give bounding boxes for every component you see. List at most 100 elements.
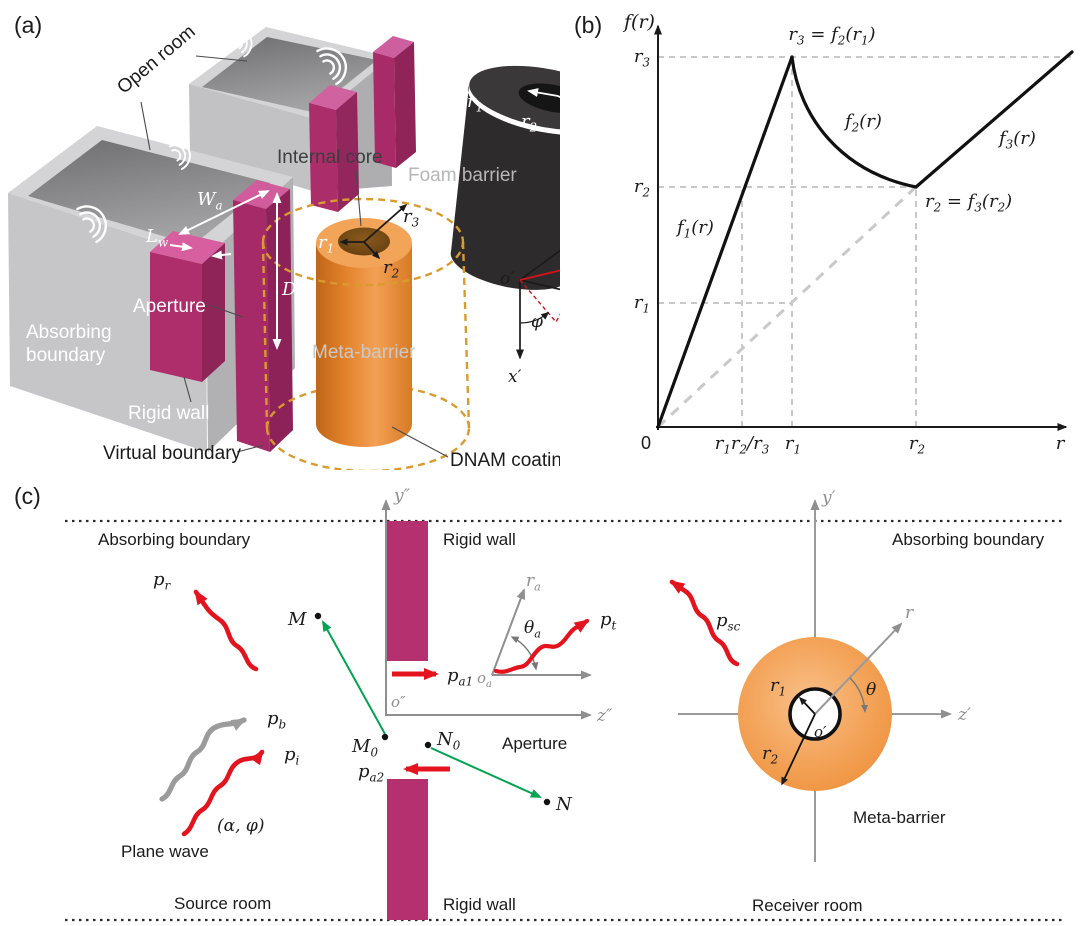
dnam-coating-label: DNAM coating (450, 450, 560, 470)
point-M-label: M (287, 609, 307, 630)
p-a1-label: pa1 (447, 665, 473, 689)
ytick-r1: r1 (634, 292, 650, 316)
f-curve (656, 50, 1074, 429)
aperture-coordinate-system (381, 499, 592, 720)
y-doubleprime-label: y″ (393, 486, 411, 506)
Oa-origin-label: oa (477, 669, 492, 690)
aperture-local-frame (491, 588, 592, 680)
dashed-guides (658, 56, 1074, 427)
n0-to-n-arrow (430, 747, 542, 798)
dim-lw-label: Lw (145, 226, 168, 250)
ra-axis-label: ra (526, 571, 541, 594)
junction-annotation: r2 = f3(r2) (925, 191, 1012, 215)
source-room-label: Source room (174, 894, 271, 913)
rigid-wall-top-label: Rigid wall (443, 530, 516, 549)
meta-barrier-label: Meta-barrier (312, 342, 416, 363)
aperture-label: Aperture (133, 296, 206, 317)
virtual-boundary-label: Virtual boundary (103, 443, 242, 464)
f2-label: f2(r) (843, 111, 882, 135)
leader-lines-a (140, 55, 449, 458)
foam-radii-arrows (527, 88, 560, 99)
virtual-boundary-front (261, 241, 471, 470)
m0-to-m-arrow (322, 620, 386, 735)
theta-label-c: θ (866, 680, 876, 700)
panel-c-tag: (c) (14, 483, 41, 509)
coordinate-frame-a (516, 249, 560, 360)
identity-line (656, 184, 919, 429)
absorbing-boundary-right-label: Absorbing boundary (892, 530, 1045, 549)
p-t-wave-arrow (493, 618, 590, 674)
x-prime-axis-label: x′ (508, 367, 522, 387)
aperture-label-c: Aperture (502, 734, 567, 753)
point-N0-label: N0 (436, 729, 461, 753)
o-prime-label-c: o′ (814, 723, 827, 741)
dim-wa-arrow (178, 190, 270, 235)
front-rigid-wall-slabs (150, 180, 293, 452)
y-prime-label-c: y′ (821, 488, 836, 508)
point-M (314, 612, 322, 620)
z-prime-label-c: z′ (957, 705, 971, 725)
rigid-wall-bottom-label: Rigid wall (443, 895, 516, 914)
panel-b-tag: (b) (574, 12, 602, 38)
p-i-label: pi (284, 744, 300, 768)
r-vector (519, 269, 560, 281)
theta-angle-arc (849, 677, 869, 713)
meta-barrier-label-c: Meta-barrier (853, 808, 946, 827)
dim-lw-arrow-right (211, 250, 232, 260)
axes-b (654, 24, 1068, 431)
point-N (543, 798, 551, 806)
p-a2-label: pa2 (358, 761, 384, 785)
theta-a-angle-arc (510, 636, 539, 671)
point-M0-label: M0 (351, 736, 378, 760)
rigid-wall-top-rect (387, 521, 428, 661)
phi-angle-arc (519, 311, 550, 324)
meta-r3-label: r3 (403, 206, 419, 230)
xtick-r1: r1 (785, 433, 801, 457)
panel-a-tag: (a) (14, 12, 42, 38)
plane-wave-label: Plane wave (121, 842, 209, 861)
meta-barrier-radii-arrows (339, 204, 408, 260)
panel-c: (c) Absorbing boundary Absorbing boundar… (14, 483, 1065, 922)
receiver-room-label: Receiver room (752, 896, 863, 915)
absorbing-boundary-label-line2: boundary (26, 345, 106, 366)
p-i-wave-arrow (181, 749, 265, 837)
peak-annotation: r3 = f2(r1) (788, 24, 875, 48)
f2-segment (790, 55, 918, 189)
p-b-wave-arrow (159, 717, 247, 802)
f1-segment (656, 55, 794, 429)
r1-label-c: r1 (770, 675, 786, 699)
rigid-wall-bottom-rect (387, 779, 428, 920)
r1-arrow-c (798, 696, 816, 715)
r-axis-label-c: r (905, 603, 914, 623)
f3-segment (914, 50, 1074, 189)
absorbing-boundary-left-label: Absorbing boundary (98, 530, 251, 549)
back-rigid-wall-slabs (309, 36, 416, 212)
origin-tick: 0 (641, 433, 651, 453)
point-M0 (381, 733, 389, 741)
virtual-boundary-back (261, 197, 471, 429)
r2-label-c: r2 (762, 743, 778, 767)
meta-r2-label: r2 (383, 257, 399, 281)
meta-r1-label: r1 (318, 232, 334, 256)
f3-label: f3(r) (997, 128, 1036, 152)
phi-angle-label: φ (531, 312, 543, 332)
panel-a: (a) Open room Internal core Foam barrier… (8, 12, 560, 470)
point-N-label: N (555, 794, 573, 815)
p-b-label: pb (267, 708, 286, 732)
ytick-r3: r3 (634, 46, 650, 70)
coupling-arrows (314, 612, 551, 806)
dim-da-label: Da (281, 279, 304, 303)
p-sc-label: psc (716, 610, 741, 634)
open-room-label: Open room (113, 21, 199, 98)
receiver-room-frame (678, 499, 952, 862)
p-r-wave-arrow (193, 589, 259, 672)
internal-core-label: Internal core (277, 147, 383, 168)
foam-barrier-label: Foam barrier (408, 165, 517, 186)
point-N0 (424, 741, 432, 749)
r-axis-c (814, 622, 903, 715)
x-axis-title: r (1056, 433, 1066, 454)
xtick-r2: r2 (909, 433, 925, 457)
foam-r2-label: r2 (521, 111, 537, 135)
absorbing-boundary-label-line1: Absorbing (26, 322, 112, 343)
